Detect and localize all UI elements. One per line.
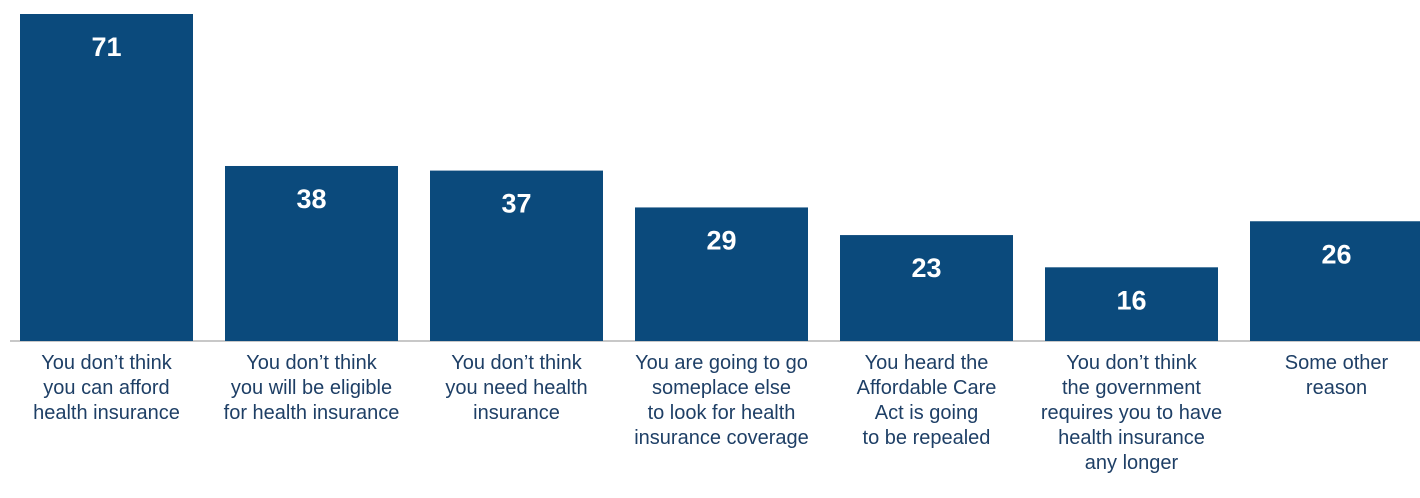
- bars-layer: 71 38 37 29 23 16 26: [20, 14, 1420, 341]
- bar-7: [1250, 221, 1420, 341]
- category-label-line: Some other: [1285, 352, 1389, 374]
- category-label-4: You are going to go someplace else to look…: [634, 352, 809, 449]
- category-label-line: insurance: [473, 402, 560, 424]
- category-label-line: You don’t think: [1066, 352, 1197, 374]
- value-label-6: 16: [1116, 285, 1146, 315]
- category-label-line: you can afford: [43, 377, 169, 399]
- category-label-line: You don’t think: [246, 352, 377, 374]
- bar-5: [840, 235, 1013, 341]
- category-label-line: You are going to go: [635, 352, 808, 374]
- category-label-line: You don’t think: [41, 352, 172, 374]
- category-label-2: You don’t think you will be eligible for h…: [224, 352, 400, 424]
- category-label-line: the government: [1062, 377, 1201, 399]
- category-label-3: You don’t think you need health insurance: [445, 352, 587, 424]
- labels-layer: You don’t think you can afford health insu…: [33, 352, 1388, 474]
- category-label-line: You heard the: [865, 352, 989, 374]
- bar-3: [430, 170, 603, 341]
- value-label-4: 29: [706, 225, 736, 255]
- bar-2: [225, 165, 398, 341]
- category-label-line: requires you to have: [1041, 402, 1222, 424]
- value-label-7: 26: [1321, 239, 1351, 269]
- value-label-1: 71: [91, 32, 121, 62]
- category-label-line: any longer: [1085, 452, 1179, 474]
- category-label-line: health insurance: [33, 402, 180, 424]
- value-label-5: 23: [911, 253, 941, 283]
- category-label-line: Act is going: [875, 402, 978, 424]
- bar-4: [635, 207, 808, 341]
- category-label-6: You don’t think the government requires yo…: [1041, 352, 1222, 474]
- value-label-2: 38: [296, 184, 326, 214]
- category-label-line: to look for health: [648, 402, 796, 424]
- category-label-line: You don’t think: [451, 352, 582, 374]
- category-label-line: insurance coverage: [634, 427, 809, 449]
- category-label-1: You don’t think you can afford health insu…: [33, 352, 180, 424]
- category-label-line: to be repealed: [863, 427, 991, 449]
- category-label-5: You heard the Affordable Care Act is going…: [857, 352, 997, 449]
- category-label-line: reason: [1306, 377, 1367, 399]
- category-label-line: health insurance: [1058, 427, 1205, 449]
- bar-6: [1045, 267, 1218, 341]
- category-label-7: Some other reason: [1285, 352, 1389, 399]
- category-label-line: for health insurance: [224, 402, 400, 424]
- category-label-line: Affordable Care: [857, 377, 997, 399]
- category-label-line: someplace else: [652, 377, 791, 399]
- category-label-line: you will be eligible: [231, 377, 392, 399]
- category-label-line: you need health: [445, 377, 587, 399]
- bar-1: [20, 14, 193, 341]
- value-label-3: 37: [501, 189, 531, 219]
